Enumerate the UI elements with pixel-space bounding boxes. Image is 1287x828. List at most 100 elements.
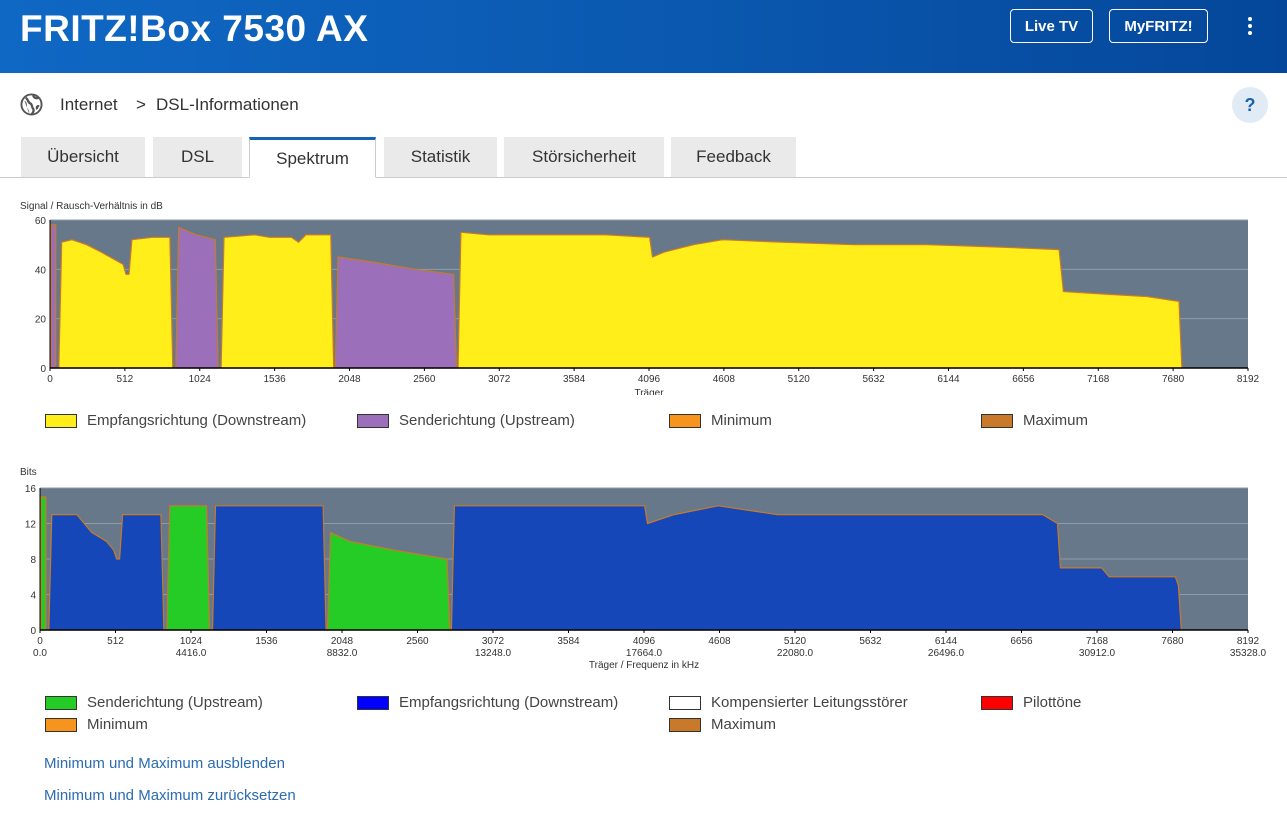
x-freq-label: 35328.0 [1230, 648, 1267, 659]
y-tick-label: 4 [30, 591, 36, 602]
x-tick-label: 2048 [331, 636, 354, 647]
legend-swatch [981, 413, 1013, 428]
x-tick-label: 1024 [189, 374, 212, 385]
x-tick-label: 4096 [638, 374, 661, 385]
series-area [58, 236, 174, 369]
x-axis-label: Träger / Frequenz in kHz [589, 660, 699, 671]
x-axis-label: Träger [634, 388, 664, 395]
legend-compensated: Kompensierter Leitungsstörer [669, 694, 908, 711]
x-tick-label: 5632 [863, 374, 886, 385]
y-tick-label: 0 [40, 364, 46, 375]
x-tick-label: 2560 [413, 374, 436, 385]
legend-swatch [45, 717, 77, 732]
legend-minimum-bits: Minimum [45, 716, 148, 733]
legend-swatch [669, 695, 701, 710]
x-tick-label: 8192 [1237, 636, 1260, 647]
more-menu-icon[interactable] [1240, 14, 1260, 40]
x-tick-label: 4608 [708, 636, 731, 647]
x-tick-label: 6144 [937, 374, 960, 385]
x-tick-label: 512 [107, 636, 124, 647]
x-tick-label: 6656 [1012, 374, 1035, 385]
x-tick-label: 3584 [557, 636, 580, 647]
x-tick-label: 2048 [338, 374, 361, 385]
series-area [175, 226, 219, 369]
x-tick-label: 4096 [633, 636, 656, 647]
legend-swatch [669, 717, 701, 732]
tab-dsl[interactable]: DSL [153, 137, 242, 177]
legend-swatch [357, 413, 389, 428]
x-freq-label: 4416.0 [176, 648, 207, 659]
x-freq-label: 0.0 [33, 648, 47, 659]
live-tv-button[interactable]: Live TV [1010, 9, 1093, 43]
series-area [48, 513, 165, 631]
x-tick-label: 0 [47, 374, 53, 385]
x-freq-label: 26496.0 [928, 648, 965, 659]
x-tick-label: 0 [37, 636, 43, 647]
series-area [40, 496, 47, 631]
series-area [334, 256, 458, 369]
legend-minimum-snr: Minimum [669, 412, 772, 429]
y-tick-label: 16 [25, 484, 37, 495]
x-tick-label: 512 [117, 374, 134, 385]
x-tick-label: 1536 [264, 374, 287, 385]
legend-swatch [357, 695, 389, 710]
x-tick-label: 6656 [1010, 636, 1033, 647]
legend-upstream-snr: Senderichtung (Upstream) [357, 412, 575, 429]
tab-uebersicht[interactable]: Übersicht [21, 137, 145, 177]
legend-swatch [669, 413, 701, 428]
bits-chart-ylabel: Bits [20, 467, 37, 478]
series-area [220, 234, 335, 369]
x-tick-label: 7168 [1086, 636, 1109, 647]
device-title: FRITZ!Box 7530 AX [20, 8, 369, 49]
legend-swatch [981, 695, 1013, 710]
x-tick-label: 5120 [784, 636, 807, 647]
help-button[interactable]: ? [1232, 87, 1268, 123]
breadcrumb-current: DSL-Informationen [156, 95, 299, 114]
y-tick-label: 60 [35, 216, 47, 227]
x-tick-label: 1024 [180, 636, 203, 647]
tab-spektrum[interactable]: Spektrum [249, 137, 376, 178]
x-tick-label: 2560 [406, 636, 429, 647]
legend-pilot-tones: Pilottöne [981, 694, 1081, 711]
x-tick-label: 4608 [713, 374, 736, 385]
chevron-right-icon: > [136, 95, 146, 114]
x-tick-label: 3072 [488, 374, 511, 385]
x-tick-label: 8192 [1237, 374, 1260, 385]
myfritz-button[interactable]: MyFRITZ! [1109, 9, 1208, 43]
x-tick-label: 1536 [255, 636, 278, 647]
series-area [211, 505, 327, 631]
legend-maximum-bits: Maximum [669, 716, 776, 733]
snr-chart-ylabel: Signal / Rausch-Verhältnis in dB [20, 201, 163, 212]
breadcrumb-internet[interactable]: Internet [60, 95, 118, 114]
tab-stoersicherheit[interactable]: Störsicherheit [504, 137, 664, 177]
hide-minmax-link[interactable]: Minimum und Maximum ausblenden [44, 755, 285, 772]
series-area [50, 224, 57, 369]
x-freq-label: 17664.0 [626, 648, 663, 659]
tab-feedback[interactable]: Feedback [671, 137, 796, 177]
x-tick-label: 3584 [563, 374, 586, 385]
x-freq-label: 13248.0 [475, 648, 512, 659]
x-tick-label: 5632 [859, 636, 882, 647]
y-tick-label: 8 [30, 555, 36, 566]
series-area [166, 505, 211, 631]
reset-minmax-link[interactable]: Minimum und Maximum zurücksetzen [44, 787, 296, 804]
x-tick-label: 6144 [935, 636, 958, 647]
series-area [457, 231, 1183, 369]
x-freq-label: 30912.0 [1079, 648, 1116, 659]
tab-bar: Übersicht DSL Spektrum Statistik Störsic… [0, 137, 1287, 178]
x-freq-label: 22080.0 [777, 648, 814, 659]
y-tick-label: 12 [25, 520, 37, 531]
x-tick-label: 7680 [1162, 374, 1185, 385]
legend-downstream-snr: Empfangsrichtung (Downstream) [45, 412, 306, 429]
x-tick-label: 7168 [1087, 374, 1110, 385]
legend-maximum-snr: Maximum [981, 412, 1088, 429]
tab-statistik[interactable]: Statistik [384, 137, 497, 177]
y-tick-label: 40 [35, 265, 47, 276]
series-area [450, 505, 1182, 631]
x-tick-label: 3072 [482, 636, 505, 647]
globe-icon [20, 93, 43, 116]
legend-swatch [45, 413, 77, 428]
snr-chart: 0 20 40 60 0 512 1024 1536 2048 2560 3072 3584 4096 4… [35, 216, 1260, 395]
y-tick-label: 0 [30, 626, 36, 637]
